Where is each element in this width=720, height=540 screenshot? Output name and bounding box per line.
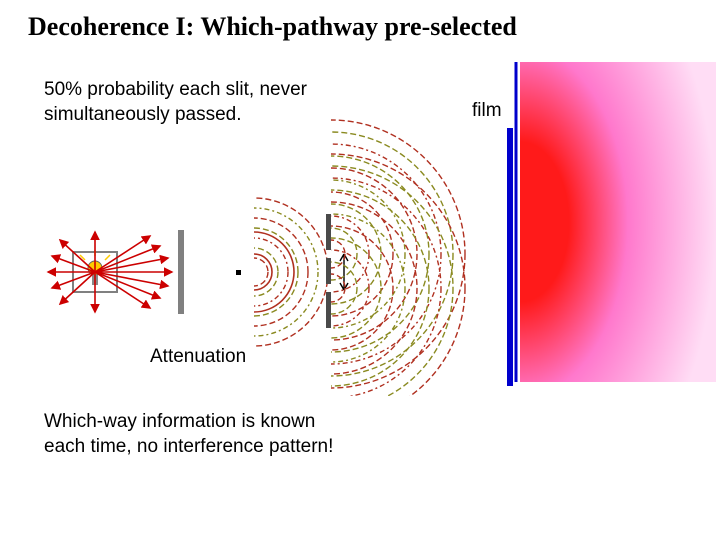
- particle-dot: [236, 270, 241, 275]
- source-rays: [48, 232, 172, 312]
- bottom-text-block: Which-way information is known each time…: [44, 410, 333, 459]
- attenuator-barrier: [178, 230, 184, 314]
- top-slit-waves: [197, 120, 465, 388]
- center-waves-solid: [214, 232, 294, 312]
- double-slit-barrier: [326, 214, 331, 328]
- decoherence-diagram: [0, 56, 720, 396]
- bottom-line-1: Which-way information is known: [44, 410, 333, 435]
- film-panel: [520, 62, 716, 382]
- bottom-line-2: each time, no interference pattern!: [44, 435, 333, 460]
- page-title: Decoherence I: Which-pathway pre-selecte…: [28, 12, 517, 42]
- center-waves: [180, 198, 328, 346]
